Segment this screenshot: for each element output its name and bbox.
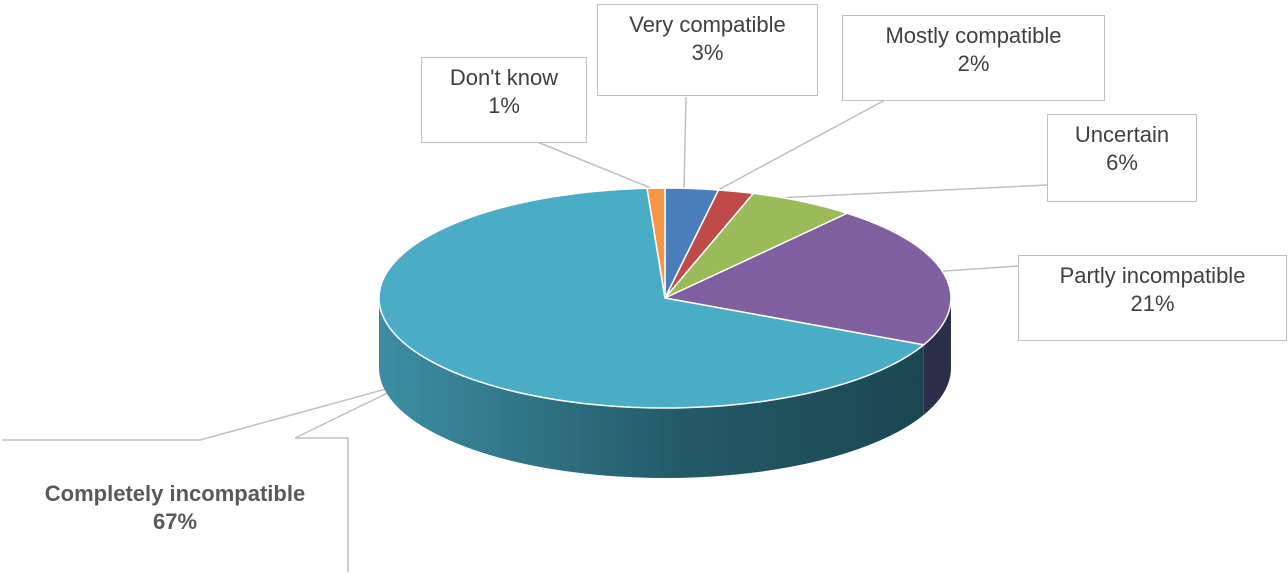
pie-slices — [378, 187, 952, 409]
leader-mostly-compatible — [717, 99, 886, 191]
leader-completely-incompatible-2 — [294, 382, 409, 572]
label-partly-incompatible: Partly incompatible 21% — [1018, 255, 1287, 341]
label-uncertain-value: 6% — [1106, 150, 1138, 175]
label-very-compatible-value: 3% — [691, 40, 724, 65]
pie-slice-don-t-know — [646, 187, 666, 299]
leader-dont-know — [524, 136, 657, 191]
pie-slice-partly-incompatible — [662, 212, 952, 346]
label-mostly-compatible-value: 2% — [957, 51, 990, 76]
label-mostly-compatible: Mostly compatible 2% — [842, 15, 1105, 101]
leader-uncertain — [775, 184, 1048, 199]
pie-side-completely-incompatible — [379, 298, 924, 478]
leader-lines — [2, 96, 1048, 572]
label-very-compatible-name: Very compatible — [629, 12, 786, 37]
label-dont-know: Don't know 1% — [421, 57, 587, 143]
leader-completely-incompatible — [2, 382, 409, 441]
label-dont-know-name: Don't know — [449, 65, 559, 90]
label-dont-know-value: 1% — [488, 93, 520, 118]
label-partly-incompatible-value: 21% — [1130, 291, 1175, 316]
label-completely-incompatible-name: Completely incompatible — [44, 481, 306, 506]
label-uncertain: Uncertain 6% — [1047, 114, 1197, 202]
leader-partly-incompatible — [929, 265, 1019, 273]
pie-side-partly-incompatible — [923, 298, 951, 415]
label-partly-incompatible-name: Partly incompatible — [1059, 263, 1246, 288]
label-completely-incompatible-value: 67% — [152, 509, 198, 534]
label-completely-incompatible: Completely incompatible 67% — [2, 474, 348, 554]
leader-very-compatible — [683, 96, 687, 191]
label-uncertain-name: Uncertain — [1074, 122, 1170, 147]
label-mostly-compatible-name: Mostly compatible — [885, 23, 1062, 48]
label-very-compatible: Very compatible 3% — [597, 4, 818, 96]
pie-slice-completely-incompatible — [378, 187, 926, 409]
pie-side — [379, 298, 951, 478]
